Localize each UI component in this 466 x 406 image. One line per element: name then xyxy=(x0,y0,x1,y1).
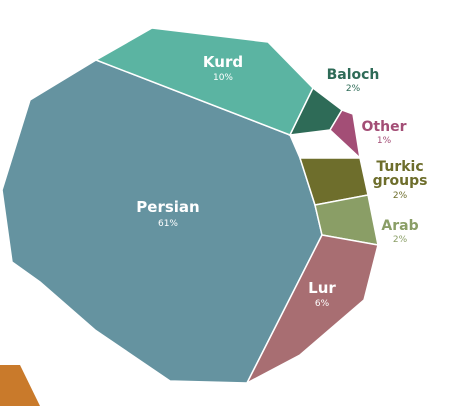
slice-label-other: Other xyxy=(362,119,407,135)
slice-value-kurd: 10% xyxy=(213,73,233,83)
slice-value-turkic-groups: 2% xyxy=(393,191,408,201)
slice-label-turkic-groups: Turkic groups xyxy=(373,159,428,189)
slice-label-persian: Persian xyxy=(136,198,199,216)
corner-accent-shape xyxy=(0,365,40,406)
slice-other xyxy=(329,109,362,161)
slice-kurd xyxy=(94,27,314,136)
slice-lur xyxy=(245,234,379,385)
slice-value-persian: 61% xyxy=(158,219,178,229)
slice-label-arab: Arab xyxy=(381,218,418,234)
slice-value-arab: 2% xyxy=(393,235,408,245)
slice-label-kurd: Kurd xyxy=(203,53,243,71)
slice-value-other: 1% xyxy=(377,136,392,146)
slice-value-baloch: 2% xyxy=(346,84,361,94)
slice-value-lur: 6% xyxy=(315,299,330,309)
slice-label-lur: Lur xyxy=(308,279,336,297)
slice-label-baloch: Baloch xyxy=(327,67,380,83)
